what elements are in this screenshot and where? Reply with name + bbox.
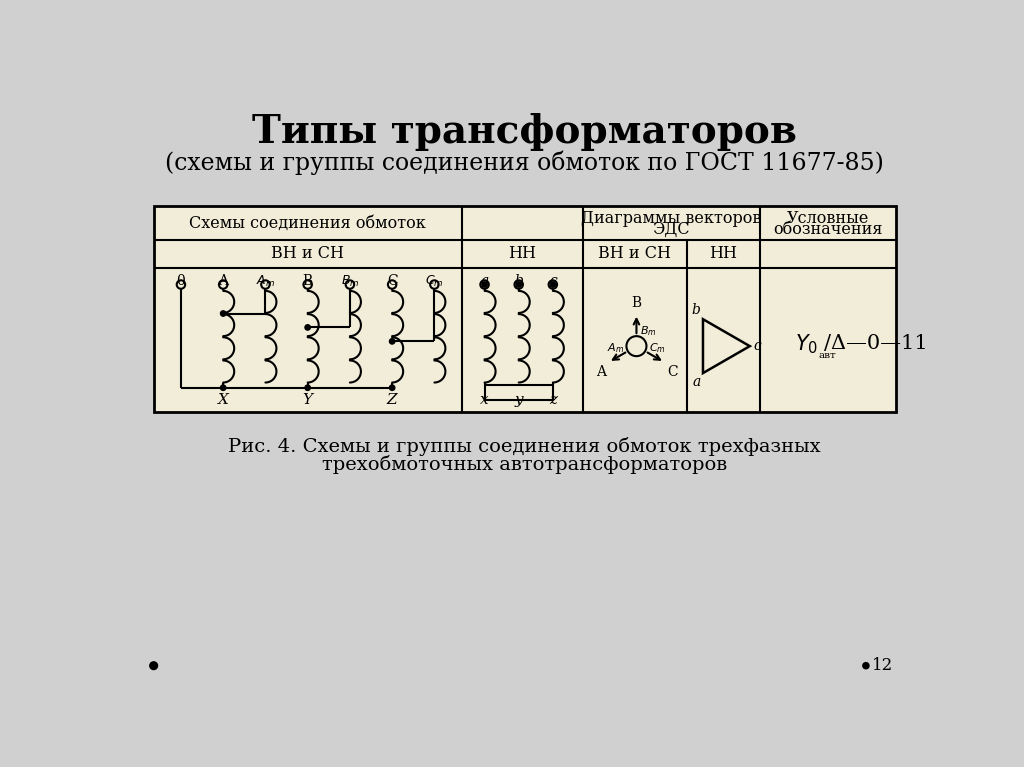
Circle shape [430, 280, 438, 288]
Text: c: c [754, 339, 762, 353]
Text: B: B [632, 296, 641, 310]
Text: 12: 12 [872, 657, 893, 674]
Text: A: A [596, 364, 606, 379]
Text: $Y_{0}$: $Y_{0}$ [796, 332, 818, 356]
Text: Y: Y [303, 393, 312, 407]
Text: ВН и СН: ВН и СН [598, 245, 672, 262]
Text: z: z [549, 393, 557, 407]
Text: B: B [303, 274, 312, 288]
Text: C: C [387, 274, 397, 288]
Text: C: C [667, 364, 678, 379]
Circle shape [480, 280, 488, 288]
Text: x: x [480, 393, 488, 407]
Text: Рис. 4. Схемы и группы соединения обмоток трехфазных: Рис. 4. Схемы и группы соединения обмото… [228, 436, 821, 456]
Text: c: c [549, 274, 557, 288]
Text: b: b [692, 303, 700, 317]
Circle shape [303, 280, 312, 288]
Circle shape [150, 662, 158, 670]
Text: ЭДС: ЭДС [652, 221, 690, 238]
Text: Схемы соединения обмоток: Схемы соединения обмоток [189, 215, 426, 232]
Circle shape [177, 280, 185, 288]
Text: a: a [480, 274, 488, 288]
Circle shape [482, 281, 487, 287]
Circle shape [220, 311, 226, 316]
Text: y: y [514, 393, 523, 407]
Text: трехобмоточных автотрансформаторов: трехобмоточных автотрансформаторов [323, 456, 727, 474]
Circle shape [305, 385, 310, 390]
Circle shape [305, 324, 310, 330]
Text: $C_m$: $C_m$ [425, 274, 443, 289]
Text: обозначения: обозначения [773, 221, 883, 238]
Text: X: X [218, 393, 228, 407]
Text: A: A [218, 274, 228, 288]
Circle shape [516, 281, 521, 287]
Text: (схемы и группы соединения обмоток по ГОСТ 11677-85): (схемы и группы соединения обмоток по ГО… [165, 150, 885, 175]
Text: b: b [514, 274, 523, 288]
Text: $B_m$: $B_m$ [640, 324, 657, 338]
Text: $A_m$: $A_m$ [607, 341, 625, 354]
Circle shape [389, 339, 395, 344]
Text: Типы трансформаторов: Типы трансформаторов [252, 113, 798, 151]
Text: $B_m$: $B_m$ [341, 274, 359, 289]
Circle shape [863, 663, 869, 669]
Text: Z: Z [387, 393, 397, 407]
Circle shape [627, 336, 646, 356]
Circle shape [550, 281, 556, 287]
Circle shape [388, 280, 396, 288]
Circle shape [549, 280, 557, 288]
Circle shape [219, 280, 227, 288]
Text: Условные: Условные [786, 210, 869, 227]
Text: a: a [692, 375, 700, 390]
Text: ВН и СН: ВН и СН [271, 245, 344, 262]
Text: 0: 0 [176, 274, 185, 288]
Circle shape [514, 280, 523, 288]
Text: авт: авт [818, 351, 837, 360]
Circle shape [346, 280, 354, 288]
Circle shape [220, 385, 226, 390]
Bar [154, 206, 896, 413]
Text: $A_m$: $A_m$ [256, 274, 275, 289]
Text: НН: НН [710, 245, 737, 262]
Text: НН: НН [508, 245, 537, 262]
Circle shape [261, 280, 269, 288]
Text: Диаграммы векторов: Диаграммы векторов [581, 210, 761, 227]
Circle shape [389, 385, 395, 390]
Text: /Δ—0—11: /Δ—0—11 [824, 334, 928, 354]
Text: $C_m$: $C_m$ [649, 341, 666, 354]
